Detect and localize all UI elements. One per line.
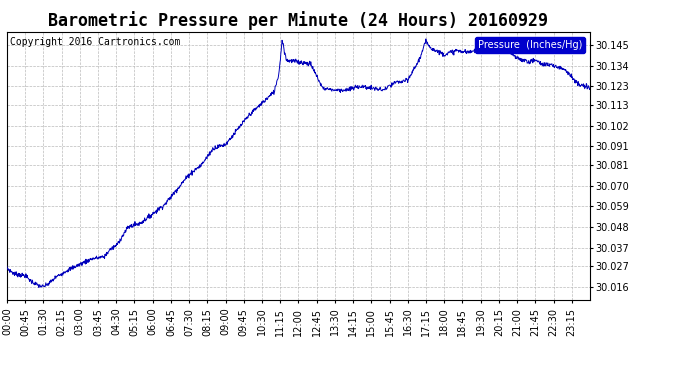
Text: Copyright 2016 Cartronics.com: Copyright 2016 Cartronics.com (10, 37, 180, 47)
Title: Barometric Pressure per Minute (24 Hours) 20160929: Barometric Pressure per Minute (24 Hours… (48, 11, 549, 30)
Legend: Pressure  (Inches/Hg): Pressure (Inches/Hg) (475, 37, 585, 52)
